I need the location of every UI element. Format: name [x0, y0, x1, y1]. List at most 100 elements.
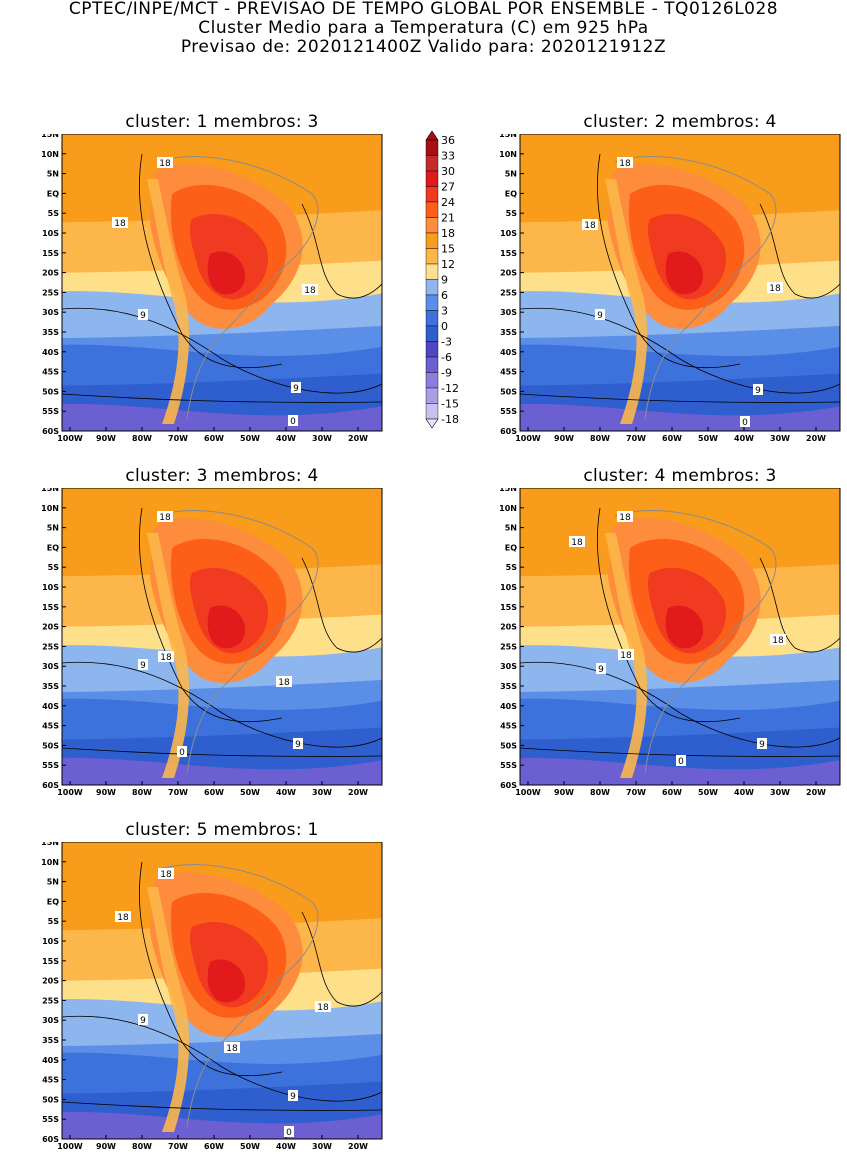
coastline — [156, 510, 319, 774]
colorbar-swatch — [425, 232, 439, 249]
colorbar-swatch — [425, 279, 439, 296]
contour-label: 0 — [678, 757, 684, 767]
contour-line — [519, 393, 841, 403]
lat-tick-label: 55S — [42, 1115, 59, 1124]
contour-label-box — [617, 157, 633, 168]
coastline — [156, 156, 319, 420]
lat-tick-label: EQ — [505, 543, 517, 552]
lon-tick-label: 50W — [240, 1142, 260, 1151]
lat-tick-label: 55S — [500, 761, 517, 770]
contour-label-box — [158, 651, 174, 662]
lat-tick-label: 35S — [42, 328, 59, 337]
lon-tick-label: 70W — [168, 788, 188, 797]
colorbar-swatch — [425, 294, 439, 311]
header-line-3: Previsao de: 2020121400Z Valido para: 20… — [180, 37, 667, 57]
contour-label-box — [618, 649, 634, 660]
lon-tick-label: 40W — [276, 1142, 296, 1151]
contour-label-box — [302, 284, 318, 295]
panel-title: cluster: 2 membros: 4 — [583, 112, 777, 132]
temperature-band — [520, 757, 840, 785]
temperature-band — [62, 1111, 382, 1139]
lon-tick-label: 30W — [770, 788, 790, 797]
lon-tick-label: 60W — [662, 788, 682, 797]
lat-tick-label: 5N — [47, 878, 59, 887]
lat-tick-label: 40S — [500, 348, 517, 357]
contour-label-box — [291, 382, 301, 393]
colorbar-top-arrow — [425, 130, 439, 141]
lat-tick-label: 5S — [506, 209, 518, 218]
lat-tick-label: EQ — [47, 543, 59, 552]
lon-tick-label: 30W — [312, 788, 332, 797]
contour-label: 18 — [160, 870, 172, 880]
lat-tick-label: 60S — [500, 781, 517, 790]
lat-tick-label: 5N — [47, 524, 59, 533]
lat-tick-label: 40S — [500, 702, 517, 711]
andes-region — [605, 179, 648, 424]
colorbar-label: -18 — [441, 413, 459, 426]
contour-line — [61, 393, 383, 403]
lon-tick-label: 60W — [662, 434, 682, 443]
panel-title: cluster: 3 membros: 4 — [125, 466, 319, 486]
contour-line — [301, 203, 383, 299]
lon-tick-label: 70W — [168, 1142, 188, 1151]
colorbar-label: 24 — [441, 196, 455, 209]
contour-label-box — [315, 1001, 331, 1012]
colorbar-label: 6 — [441, 289, 448, 302]
contour-label-box — [293, 738, 303, 749]
lat-tick-label: 30S — [42, 1016, 59, 1025]
temperature-map: 15N 10N 5N EQ 5S 10S 15S 20S 25S 30S 35S 40S 45S 50S 5… — [499, 134, 841, 443]
lat-tick-label: 10S — [500, 583, 517, 592]
colorbar-label: -12 — [441, 382, 459, 395]
contour-label-box — [112, 217, 128, 228]
lat-tick-label: 50S — [42, 387, 59, 396]
contour-label-box — [276, 676, 292, 687]
lat-tick-label: 30S — [500, 662, 517, 671]
contour-line — [301, 557, 383, 653]
lat-tick-label: 50S — [42, 1095, 59, 1104]
contour-label: 9 — [140, 311, 146, 321]
lon-tick-label: 50W — [240, 434, 260, 443]
lat-tick-label: 10S — [42, 937, 59, 946]
colorbar-label: 30 — [441, 165, 455, 178]
contour-label: 18 — [278, 678, 290, 688]
contour-line — [759, 203, 841, 299]
lon-tick-label: 40W — [734, 788, 754, 797]
contour-line — [61, 1015, 383, 1102]
colorbar-label: 0 — [441, 320, 448, 333]
contour-label-box — [288, 1090, 298, 1101]
temperature-map: 15N 10N 5N EQ 5S 10S 15S 20S 25S 30S 35S 40S 45S 50S 5… — [41, 842, 383, 1151]
lat-tick-label: 45S — [42, 1076, 59, 1085]
contour-line — [519, 661, 841, 748]
lon-tick-label: 90W — [96, 788, 116, 797]
contour-line — [61, 307, 383, 394]
lon-tick-label: 20W — [348, 1142, 368, 1151]
contour-label: 9 — [597, 311, 603, 321]
lat-tick-label: 25S — [42, 996, 59, 1005]
lat-tick-label: 10N — [499, 150, 517, 159]
lat-tick-label: 15S — [42, 957, 59, 966]
warm-core-region — [207, 605, 246, 649]
contour-label-box — [157, 157, 173, 168]
lon-tick-label: 50W — [240, 788, 260, 797]
map-panel-cluster-2: cluster: 2 membros: 4 15N 10N 5N EQ 5S 10S 15S 2… — [480, 112, 846, 451]
colorbar-label: 36 — [441, 134, 455, 147]
lon-tick-label: 100W — [57, 434, 83, 443]
contour-label: 9 — [290, 1092, 296, 1102]
temperature-map: 15N 10N 5N EQ 5S 10S 15S 20S 25S 30S 35S 40S 45S 50S 5… — [499, 488, 841, 797]
lat-tick-label: 15N — [41, 842, 59, 847]
contour-label: 18 — [571, 538, 583, 548]
contour-label-box — [177, 746, 187, 757]
lon-tick-label: 60W — [204, 788, 224, 797]
contour-label-box — [595, 309, 605, 320]
lat-tick-label: 5S — [48, 917, 60, 926]
contour-label: 18 — [159, 159, 171, 169]
warm-core-region — [665, 605, 704, 649]
colorbar-swatch — [425, 186, 439, 203]
lat-tick-label: 5S — [48, 563, 60, 572]
map-frame — [61, 488, 383, 786]
colorbar-bottom-arrow — [425, 418, 439, 429]
contour-label-box — [158, 868, 174, 879]
temperature-band — [520, 403, 840, 431]
contour-label-box — [224, 1042, 240, 1053]
lat-tick-label: 35S — [500, 682, 517, 691]
